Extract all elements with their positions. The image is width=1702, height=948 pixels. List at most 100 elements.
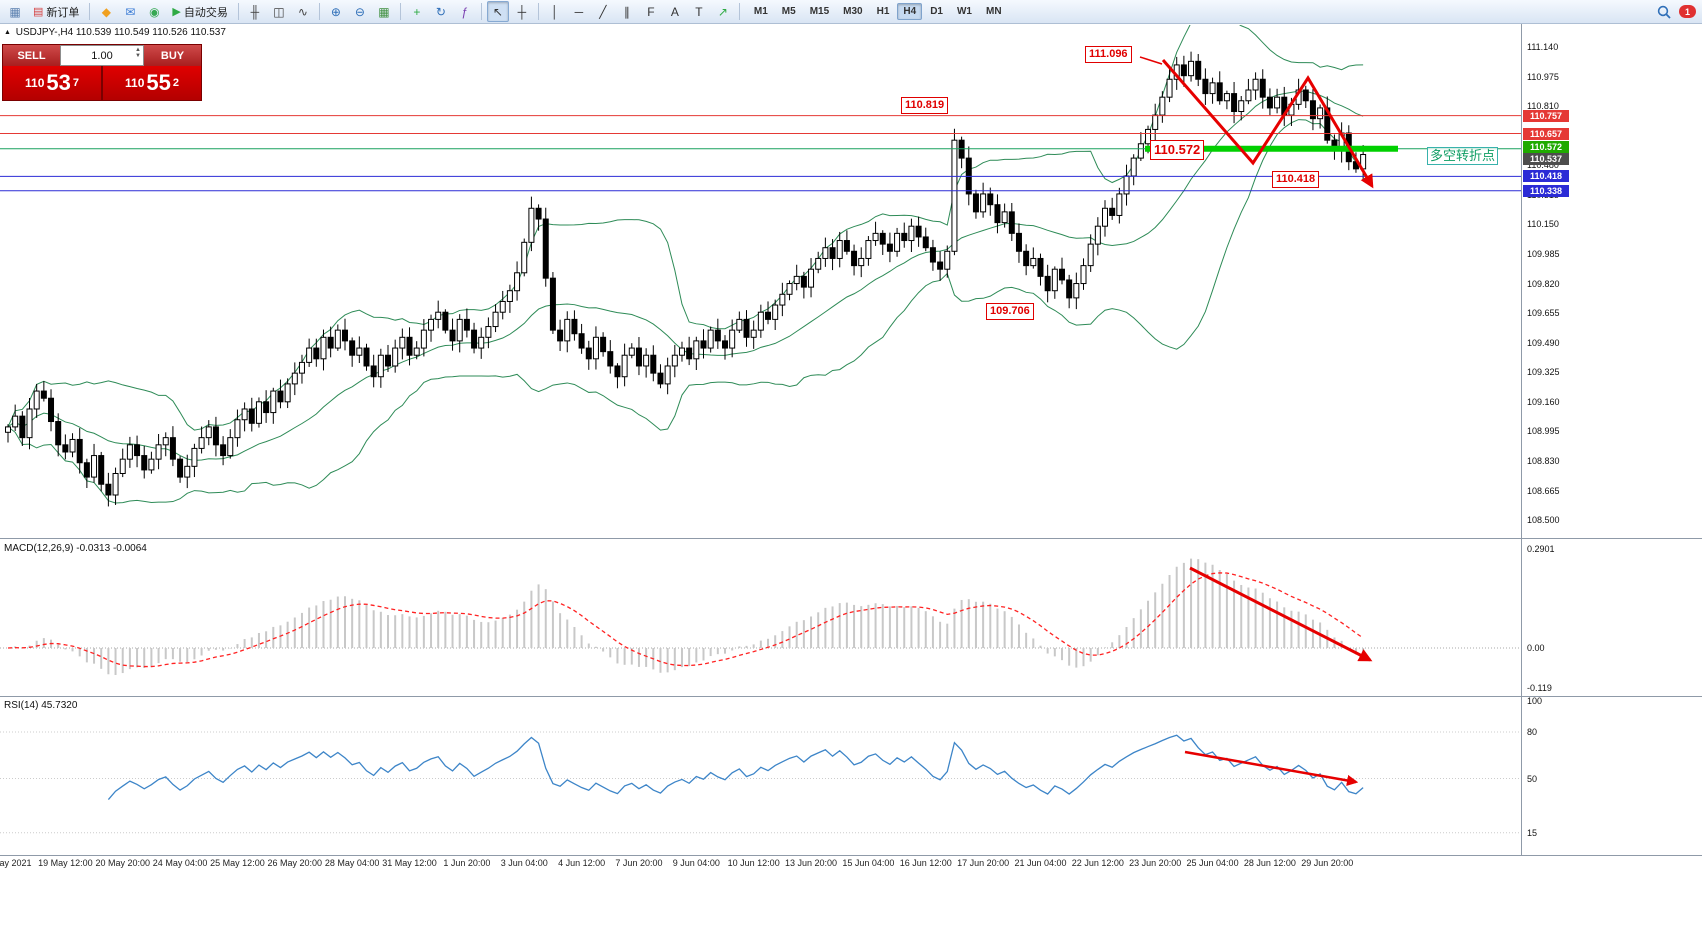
text-icon[interactable]: A	[670, 4, 679, 19]
mql5-community-icon[interactable]: ◆	[101, 4, 112, 19]
price-axis-label: 110.975	[1527, 71, 1559, 82]
timeframe-d1[interactable]: D1	[930, 6, 943, 17]
time-axis-label: 25 Jun 04:00	[1186, 858, 1239, 868]
terminal-icon[interactable]: ▦	[9, 4, 21, 19]
time-axis-label: 21 Jun 04:00	[1014, 858, 1067, 868]
price-tag: 110.537	[1523, 153, 1569, 166]
macd-axis-label: 0.2901	[1527, 544, 1555, 555]
price-tag: 110.757	[1523, 109, 1569, 122]
autotrading-label: 自动交易	[183, 6, 228, 19]
price-axis-label: 111.140	[1527, 42, 1559, 52]
sell-button[interactable]: SELL	[3, 45, 60, 66]
help-icon[interactable]: ◉	[149, 4, 160, 19]
time-axis-label: 8 May 2021	[0, 858, 32, 868]
price-axis-label: 110.150	[1527, 219, 1559, 230]
buy-price[interactable]: 110 55 2	[103, 66, 201, 100]
volume-input[interactable]: 1.00 ▲ ▼	[60, 45, 144, 66]
time-axis-label: 1 Jun 20:00	[443, 858, 491, 868]
annotation-cn-note[interactable]: 多空转折点	[1427, 147, 1499, 165]
zoom-out-icon[interactable]: ⊖	[354, 4, 365, 19]
time-axis-label: 23 Jun 20:00	[1129, 858, 1182, 868]
timeframe-mn[interactable]: MN	[985, 6, 1002, 17]
autotrading-button[interactable]: ▶ 自动交易	[166, 1, 233, 22]
annotation-support-label[interactable]: 110.418	[1272, 171, 1320, 188]
toolbar-separator	[237, 3, 239, 20]
profiles-icon[interactable]: ↻	[435, 4, 446, 19]
time-axis-label: 24 May 04:00	[152, 858, 208, 868]
timeframe-w1[interactable]: W1	[956, 6, 972, 17]
fibonacci-icon[interactable]: F	[647, 4, 655, 19]
toolbar-separator	[399, 3, 401, 20]
annotation-pivot-label[interactable]: 110.572	[1150, 140, 1205, 160]
main-toolbar: ▦ ▤ 新订单 ◆ ✉ ◉ ▶ 自动交易 ╫ ◫ ∿ ⊕ ⊖ ▦ + ↻ ƒ ↖ ┼ │ ─ ╱ ∥ F A T ↗ M1 M5 M15 M…	[0, 0, 1702, 24]
symbol-ohlc-text: USDJPY-,H4 110.539 110.549 110.526 110.5…	[15, 27, 226, 38]
timeframe-m1[interactable]: M1	[753, 6, 768, 17]
toolbar-separator	[537, 3, 539, 20]
time-axis-label: 15 Jun 04:00	[842, 858, 895, 868]
toolbar-separator	[480, 3, 482, 20]
toolbar-separator	[738, 3, 740, 20]
line-chart-icon[interactable]: ∿	[297, 4, 308, 19]
notification-badge[interactable]: 1	[1679, 5, 1696, 18]
timeframe-m30[interactable]: M30	[843, 6, 863, 17]
buy-price-prefix: 110	[125, 76, 145, 90]
rsi-axis-label: 80	[1527, 727, 1538, 737]
price-tag: 110.572	[1523, 140, 1569, 153]
annotation-peak-label[interactable]: 111.096	[1085, 46, 1132, 63]
price-axis-label: 109.820	[1527, 278, 1560, 289]
new-order-label: 新订单	[46, 6, 80, 19]
label-icon[interactable]: T	[695, 4, 703, 19]
toolbar-separator	[318, 3, 320, 20]
price-axis-label: 110.810	[1527, 101, 1559, 112]
time-axis-label: 28 May 04:00	[324, 858, 380, 868]
arrows-icon[interactable]: ↗	[717, 4, 728, 19]
rsi-label: RSI(14) 45.7320	[4, 700, 78, 711]
volume-decrease-icon[interactable]: ▼	[135, 53, 141, 59]
candlestick-chart-icon[interactable]: ◫	[273, 4, 285, 19]
rsi-axis-label: 50	[1527, 773, 1538, 784]
macd-label: MACD(12,26,9) -0.0313 -0.0064	[4, 543, 147, 554]
sell-price[interactable]: 110 53 7	[3, 66, 103, 100]
symbol-triangle-icon: ▲	[4, 29, 11, 36]
timeframe-h4[interactable]: H4	[897, 3, 923, 20]
horizontal-line-icon[interactable]: ─	[574, 4, 584, 19]
zoom-in-icon[interactable]: ⊕	[330, 4, 341, 19]
rsi-axis-label: 15	[1527, 827, 1538, 838]
time-axis-label: 3 Jun 04:00	[500, 858, 548, 868]
timeframe-m5[interactable]: M5	[781, 6, 796, 17]
buy-price-big: 55	[146, 70, 171, 95]
vertical-line-icon[interactable]: │	[551, 4, 559, 19]
chat-icon[interactable]: ✉	[125, 4, 136, 19]
price-axis-label: 109.160	[1527, 396, 1560, 407]
price-axis-label: 108.830	[1527, 455, 1560, 466]
search-icon[interactable]	[1653, 1, 1675, 22]
timeframe-m15[interactable]: M15	[809, 6, 830, 17]
time-axis-label: 7 Jun 20:00	[615, 858, 663, 868]
crosshair-icon[interactable]: ┼	[517, 4, 527, 19]
annotation-low-label[interactable]: 109.706	[986, 303, 1034, 320]
trendline-icon[interactable]: ╱	[599, 4, 607, 19]
annotation-resistance-label[interactable]: 110.819	[901, 97, 949, 114]
time-axis-label: 17 Jun 20:00	[957, 858, 1010, 868]
time-axis-label: 29 Jun 20:00	[1301, 858, 1354, 868]
indicators-icon[interactable]: ƒ	[461, 4, 469, 19]
sell-price-pip: 7	[72, 77, 79, 89]
price-tag: 110.338	[1523, 184, 1569, 197]
price-axis-label: 109.325	[1527, 367, 1560, 378]
new-chart-icon[interactable]: +	[413, 4, 421, 19]
price-axis-label: 109.985	[1527, 248, 1560, 259]
cursor-icon[interactable]: ↖	[486, 1, 509, 22]
time-axis-label: 10 Jun 12:00	[727, 858, 780, 868]
tile-windows-icon[interactable]: ▦	[378, 4, 390, 19]
new-order-icon: ▤	[33, 6, 44, 18]
bar-chart-icon[interactable]: ╫	[250, 4, 260, 19]
buy-button[interactable]: BUY	[144, 45, 201, 66]
sell-price-big: 53	[46, 70, 71, 95]
one-click-trading-panel[interactable]: SELL 1.00 ▲ ▼ BUY 110 53 7 110 55 2	[2, 44, 202, 101]
time-axis-label: 13 Jun 20:00	[785, 858, 838, 868]
equidistant-channel-icon[interactable]: ∥	[623, 4, 630, 19]
price-axis-label: 109.490	[1527, 337, 1560, 348]
rsi-axis-label: 100	[1527, 696, 1543, 706]
new-order-button[interactable]: ▤ 新订单	[27, 1, 85, 22]
timeframe-h1[interactable]: H1	[876, 6, 890, 17]
